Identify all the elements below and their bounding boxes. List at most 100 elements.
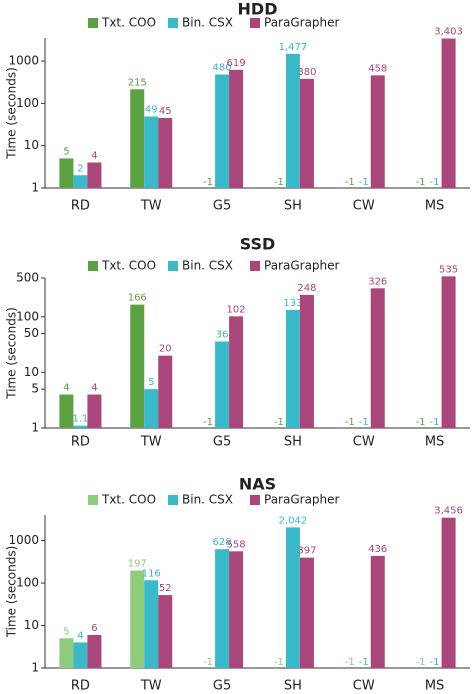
bar [215,74,230,188]
chart-title: HDD [238,0,278,19]
bar [130,570,145,668]
bar [158,118,173,188]
value-label: 436 [368,544,387,555]
x-tick-label: RD [71,199,90,214]
value-label: -1 [203,657,213,668]
bar [59,158,74,188]
bar [229,551,244,668]
bar [299,78,314,188]
value-label: 49 [145,104,158,115]
x-tick-label: SH [284,199,302,214]
value-label: 2,042 [279,515,308,526]
bar [87,394,102,428]
x-tick-label: G5 [213,679,231,694]
value-label: 558 [227,539,246,550]
value-label: 215 [128,77,147,88]
chart-title: SSD [240,235,276,254]
y-tick-label: 100 [16,309,39,323]
value-label: 535 [439,264,458,275]
value-label: 4 [91,151,97,162]
x-tick-label: TW [140,199,162,214]
value-label: 628 [213,537,232,548]
value-label: -1 [345,657,355,668]
bar [441,517,456,668]
legend-label: Txt. COO [101,259,156,273]
value-label: 1,477 [279,42,308,53]
x-tick-label: G5 [213,199,231,214]
y-tick-label: 1000 [8,533,39,547]
value-label: 2 [77,163,83,174]
value-label: -1 [430,657,440,668]
bar [285,527,300,668]
value-label: 458 [368,63,387,74]
bar [73,175,88,188]
value-label: -1 [416,657,426,668]
bar [299,294,314,428]
value-label: -1 [416,177,426,188]
x-tick-label: MS [425,199,444,214]
x-tick-label: CW [353,679,375,694]
value-label: 36 [216,330,229,341]
value-label: 397 [297,546,316,557]
value-label: -1 [274,177,284,188]
x-tick-label: MS [425,679,444,694]
value-label: 166 [128,293,147,304]
value-label: 3,403 [434,27,463,38]
x-tick-label: SH [284,679,302,694]
legend-swatch [168,261,178,271]
y-tick-label: 1 [31,661,39,675]
bar [215,341,230,428]
bar [130,89,145,188]
value-label: 248 [297,283,316,294]
value-label: -1 [203,417,213,428]
value-label: 326 [368,276,387,287]
bar [73,642,88,668]
y-tick-label: 1 [31,421,39,435]
legend-label: ParaGrapher [264,259,340,273]
value-label: 3,456 [434,506,463,517]
legend-swatch [88,261,98,271]
value-label: -1 [203,177,213,188]
bar [229,316,244,428]
legend-label: Txt. COO [101,493,156,507]
legend-swatch [88,18,98,28]
bar [441,276,456,428]
value-label: -1 [274,657,284,668]
bar [144,116,159,188]
y-tick-label: 100 [16,96,39,110]
bar [285,309,300,428]
legend-swatch [88,495,98,505]
value-label: 133 [283,298,302,309]
x-tick-label: MS [425,435,444,450]
value-label: -1 [274,417,284,428]
x-tick-label: TW [140,679,162,694]
y-tick-label: 5 [31,382,39,396]
bar [285,53,300,188]
bar [441,38,456,188]
bar [130,304,145,428]
value-label: 102 [227,304,246,315]
y-tick-label: 10 [24,618,39,632]
value-label: -1 [345,417,355,428]
value-label: 52 [159,583,172,594]
bar [144,580,159,668]
legend-swatch [168,18,178,28]
value-label: 6 [91,623,97,634]
x-tick-label: TW [140,435,162,450]
legend-swatch [250,261,260,271]
bar [370,288,385,428]
legend-label: ParaGrapher [264,493,340,507]
value-label: -1 [430,177,440,188]
y-tick-label: 500 [16,271,39,285]
y-tick-label: 50 [24,326,39,340]
y-tick-label: 100 [16,576,39,590]
value-label: 5 [148,377,154,388]
value-label: -1 [345,177,355,188]
value-label: -1 [416,417,426,428]
legend-label: Bin. CSX [182,16,233,30]
value-label: 45 [159,106,172,117]
x-tick-label: G5 [213,435,231,450]
bar [87,634,102,668]
y-tick-label: 10 [24,138,39,152]
